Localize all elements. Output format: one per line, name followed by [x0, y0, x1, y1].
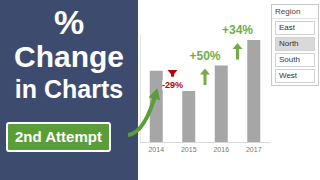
svg-text:2016: 2016 — [213, 146, 229, 153]
svg-text:2015: 2015 — [181, 146, 197, 153]
svg-text:+34%: +34% — [222, 23, 253, 37]
html-text:West: West — [279, 71, 298, 80]
svg-text:+50%: +50% — [189, 49, 220, 63]
html-text:North: North — [279, 39, 299, 48]
html-text:East: East — [279, 23, 295, 32]
html-text:Region: Region — [275, 7, 301, 16]
html-text:2nd Attempt: 2nd Attempt — [15, 128, 102, 145]
svg-text:2014: 2014 — [148, 146, 164, 153]
html-text:in Charts: in Charts — [14, 75, 124, 103]
html-text:Change: Change — [14, 40, 124, 73]
html-text:South: South — [279, 55, 300, 64]
svg-text:-29%: -29% — [162, 80, 183, 90]
svg-text:2017: 2017 — [246, 146, 262, 153]
